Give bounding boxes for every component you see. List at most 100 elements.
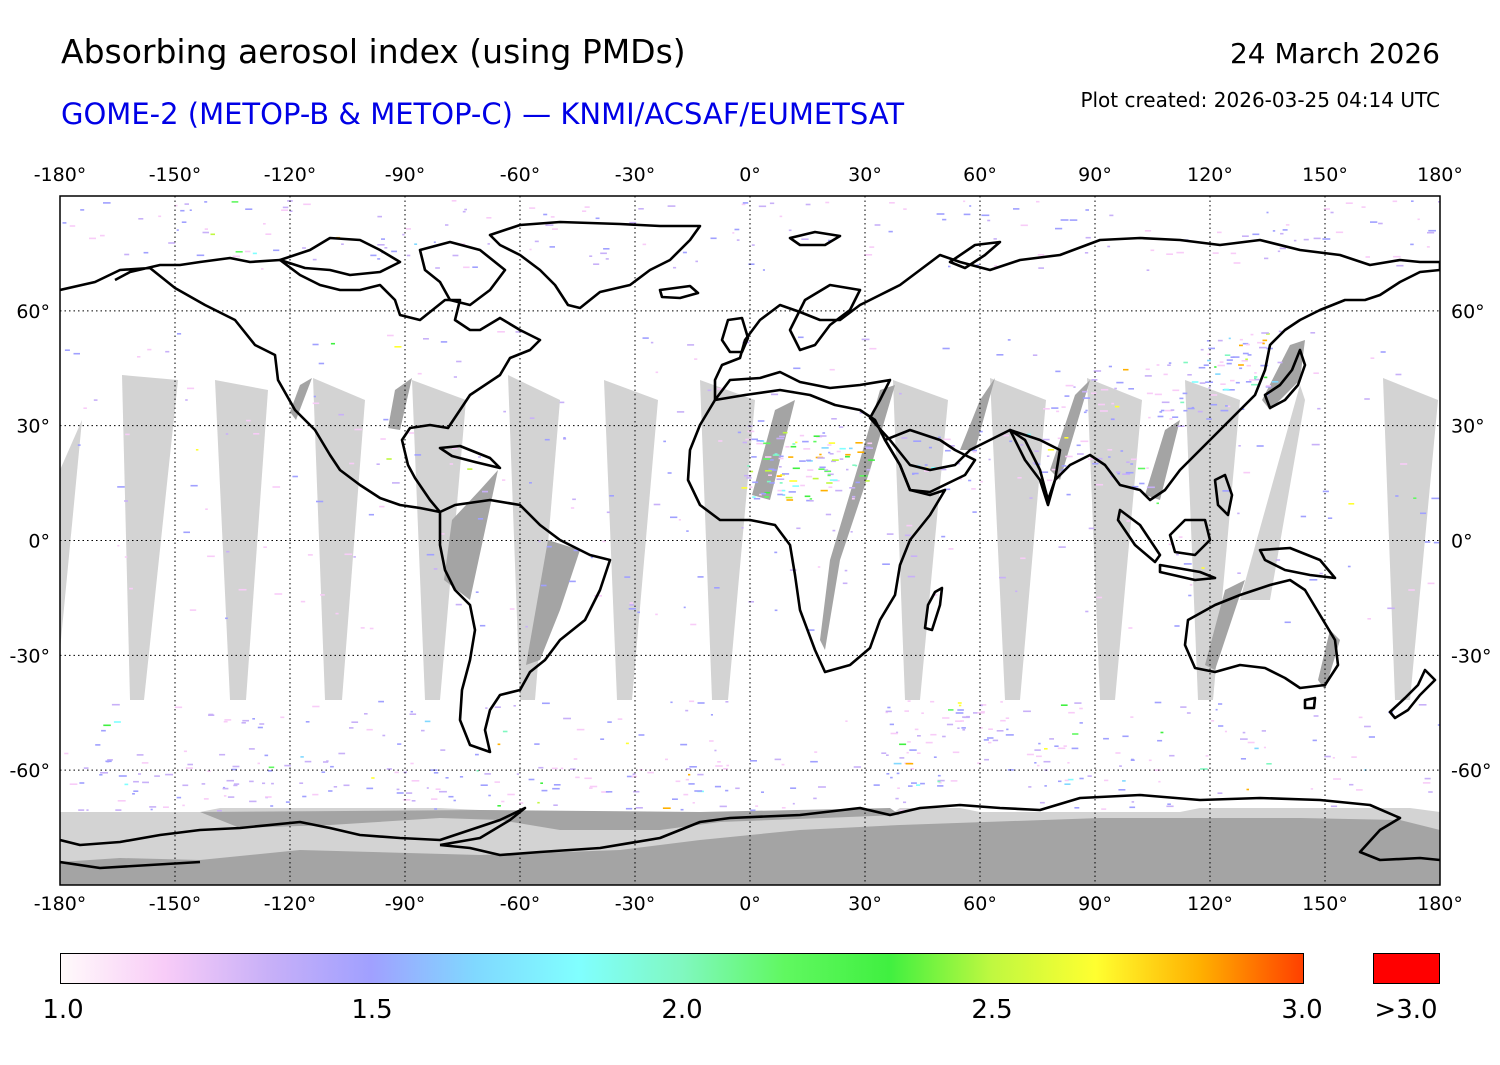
aerosol-pixel xyxy=(979,430,983,433)
aerosol-pixel xyxy=(818,468,825,470)
aerosol-pixel xyxy=(1272,230,1276,232)
aerosol-pixel xyxy=(1159,411,1163,413)
aerosol-pixel xyxy=(920,782,925,785)
aerosol-pixel xyxy=(798,336,804,339)
aerosol-pixel xyxy=(280,716,285,719)
aerosol-pixel xyxy=(1137,467,1146,470)
aerosol-pixel xyxy=(1029,497,1033,499)
coast-south-america xyxy=(438,498,612,754)
aerosol-pixel xyxy=(1324,755,1331,758)
aerosol-pixel xyxy=(796,527,801,530)
aerosol-pixel xyxy=(1067,778,1074,781)
aerosol-pixel xyxy=(976,712,985,714)
aerosol-pixel xyxy=(908,785,913,787)
aerosol-pixel xyxy=(795,441,798,444)
aerosol-pixel xyxy=(1038,742,1041,745)
aerosol-pixel xyxy=(988,458,991,461)
aerosol-pixel xyxy=(779,466,782,468)
aerosol-pixel xyxy=(988,728,993,730)
aerosol-pixel xyxy=(233,784,238,787)
aerosol-pixel xyxy=(996,354,1004,356)
aerosol-pixel xyxy=(766,480,771,483)
aerosol-pixel xyxy=(751,438,758,441)
aerosol-pixel xyxy=(979,727,983,729)
aerosol-pixel xyxy=(467,468,473,470)
aerosol-pixel xyxy=(999,576,1006,579)
aerosol-pixel xyxy=(938,781,942,784)
aerosol-pixel xyxy=(1254,376,1258,378)
aerosol-pixel xyxy=(79,782,85,784)
aerosol-pixel xyxy=(1247,354,1252,356)
aerosol-pixel xyxy=(189,609,197,611)
lat-tick-label: 60° xyxy=(16,301,50,323)
aerosol-pixel xyxy=(1238,364,1244,366)
aerosol-pixel xyxy=(817,457,825,459)
aerosol-pixel xyxy=(1043,408,1050,410)
aerosol-pixel xyxy=(1130,458,1137,461)
aerosol-pixel xyxy=(1280,232,1284,235)
aerosol-pixel xyxy=(353,556,356,558)
swath-gap xyxy=(604,380,658,700)
aerosol-pixel xyxy=(551,767,558,770)
swath-gap-dark xyxy=(1145,420,1180,500)
aerosol-pixel xyxy=(1235,381,1240,384)
aerosol-pixel xyxy=(1218,725,1224,727)
aerosol-pixel xyxy=(1126,461,1130,463)
aerosol-pixel xyxy=(1056,410,1060,413)
aerosol-pixel xyxy=(456,360,462,363)
aerosol-pixel xyxy=(513,705,516,707)
aerosol-pixel xyxy=(1256,445,1264,447)
aerosol-pixel xyxy=(284,764,291,767)
aerosol-pixel xyxy=(86,809,89,811)
aerosol-pixel xyxy=(676,411,685,413)
aerosol-pixel xyxy=(765,470,772,472)
aerosol-pixel xyxy=(930,700,935,703)
aerosol-pixel xyxy=(391,250,397,253)
aerosol-pixel xyxy=(201,783,206,785)
aerosol-pixel xyxy=(628,608,636,610)
aerosol-pixel xyxy=(497,805,501,807)
aerosol-pixel xyxy=(232,255,240,258)
aerosol-pixel xyxy=(906,524,913,527)
aerosol-pixel xyxy=(869,246,875,248)
aerosol-pixel xyxy=(349,727,354,729)
aerosol-pixel xyxy=(472,266,478,268)
aerosol-pixel xyxy=(326,760,329,762)
aerosol-pixel xyxy=(1146,269,1150,271)
aerosol-pixel xyxy=(259,723,265,725)
aerosol-pixel xyxy=(440,341,448,343)
colorbar-gradient xyxy=(60,953,1304,984)
aerosol-pixel xyxy=(792,443,796,445)
aerosol-pixel xyxy=(725,789,729,792)
aerosol-pixel xyxy=(1262,339,1268,342)
aerosol-pixel xyxy=(78,809,85,811)
aerosol-pixel xyxy=(1167,803,1171,805)
aerosol-pixel xyxy=(686,768,691,770)
aerosol-pixel xyxy=(411,780,420,782)
aerosol-pixel xyxy=(690,623,697,626)
aerosol-pixel xyxy=(208,713,214,716)
aerosol-pixel xyxy=(904,710,909,712)
aerosol-pixel xyxy=(1188,594,1192,597)
aerosol-pixel xyxy=(1245,343,1250,346)
aerosol-pixel xyxy=(963,200,966,203)
aerosol-pixel xyxy=(225,433,229,435)
aerosol-pixel xyxy=(1129,806,1136,809)
aerosol-pixel xyxy=(1101,808,1107,810)
aerosol-pixel xyxy=(1245,358,1248,361)
aerosol-pixel xyxy=(782,431,788,434)
aerosol-pixel xyxy=(1068,711,1075,714)
aerosol-pixel xyxy=(1034,762,1037,764)
aerosol-pixel xyxy=(829,368,835,371)
lon-tick-label: 60° xyxy=(963,164,997,186)
aerosol-pixel xyxy=(821,447,829,449)
aerosol-pixel xyxy=(910,768,914,770)
aerosol-pixel xyxy=(1330,211,1334,214)
aerosol-pixel xyxy=(274,593,283,595)
aerosol-pixel xyxy=(803,448,811,450)
aerosol-pixel xyxy=(1167,364,1171,366)
aerosol-pixel xyxy=(292,475,298,478)
swath-gap-dark xyxy=(388,378,412,430)
aerosol-pixel xyxy=(913,440,922,442)
coast-japan xyxy=(1263,348,1307,410)
